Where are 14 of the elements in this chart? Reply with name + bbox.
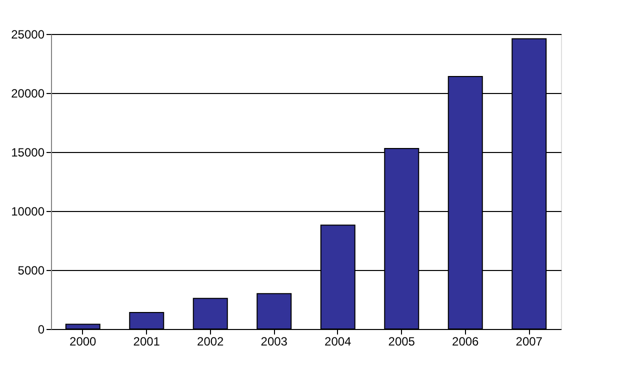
x-tick-label: 2006 (452, 334, 480, 348)
x-tick-label: 2000 (70, 334, 97, 348)
y-tick-label: 5000 (18, 264, 45, 278)
y-tick-label: 25000 (11, 28, 45, 42)
x-tick-label: 2002 (197, 334, 224, 348)
y-tick-label: 10000 (11, 204, 45, 218)
y-tick-label: 15000 (11, 146, 45, 160)
x-tick-label: 2003 (260, 334, 288, 348)
x-tick-label: 2004 (324, 334, 352, 348)
x-tick-label: 2007 (516, 334, 543, 348)
y-tick-label: 20000 (11, 86, 45, 100)
x-tick-label: 2005 (388, 334, 416, 348)
y-tick-label: 0 (38, 322, 45, 336)
x-tick-label: 2001 (133, 334, 160, 348)
